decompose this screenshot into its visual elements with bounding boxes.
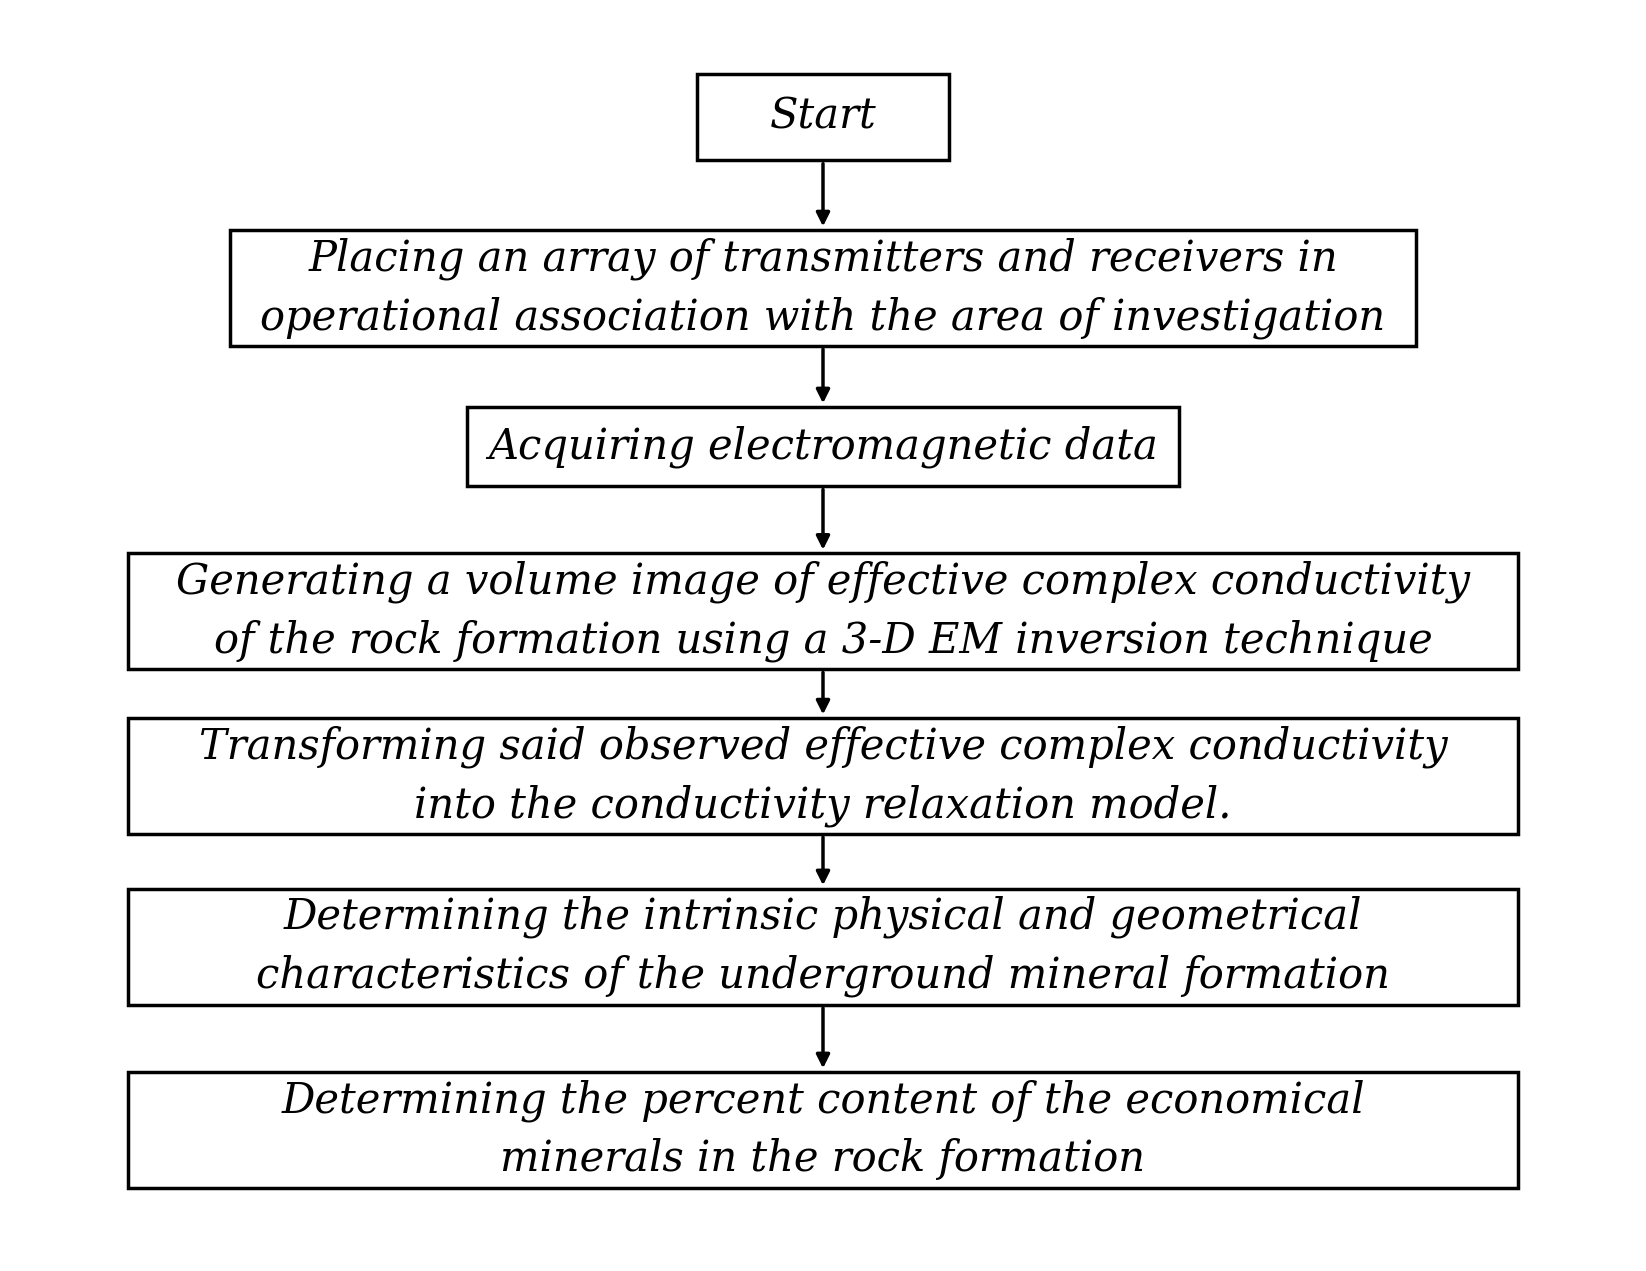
FancyBboxPatch shape bbox=[128, 718, 1518, 834]
Text: Determining the intrinsic physical and geometrical
characteristics of the underg: Determining the intrinsic physical and g… bbox=[257, 896, 1389, 998]
FancyBboxPatch shape bbox=[696, 74, 950, 160]
Text: Acquiring electromagnetic data: Acquiring electromagnetic data bbox=[489, 425, 1157, 468]
FancyBboxPatch shape bbox=[128, 553, 1518, 669]
Text: Transforming said observed effective complex conductivity
into the conductivity : Transforming said observed effective com… bbox=[199, 724, 1447, 826]
Text: Start: Start bbox=[770, 95, 876, 139]
FancyBboxPatch shape bbox=[467, 407, 1179, 486]
Text: Determining the percent content of the economical
minerals in the rock formation: Determining the percent content of the e… bbox=[281, 1079, 1365, 1181]
FancyBboxPatch shape bbox=[128, 1071, 1518, 1187]
FancyBboxPatch shape bbox=[128, 888, 1518, 1004]
Text: Generating a volume image of effective complex conductivity
of the rock formatio: Generating a volume image of effective c… bbox=[176, 561, 1470, 662]
FancyBboxPatch shape bbox=[230, 230, 1416, 346]
Text: Placing an array of transmitters and receivers in
operational association with t: Placing an array of transmitters and rec… bbox=[260, 236, 1386, 338]
